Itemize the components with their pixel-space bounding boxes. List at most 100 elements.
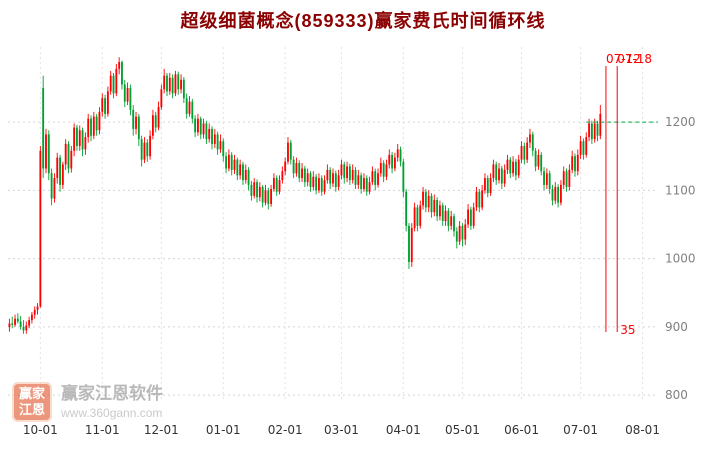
candle — [357, 169, 360, 189]
watermark: 赢家 江恩 赢家江恩软件 www.360gann.com — [12, 382, 163, 422]
x-tick-label: 01-01 — [206, 423, 241, 437]
candle — [264, 184, 267, 206]
x-tick-label: 07-01 — [563, 423, 598, 437]
candle — [78, 125, 81, 151]
candle — [481, 184, 484, 211]
x-tick-label: 11-01 — [85, 423, 120, 437]
candle — [506, 154, 509, 174]
x-tick-label: 02-01 — [268, 423, 303, 437]
candle — [177, 71, 180, 95]
candle — [413, 202, 416, 232]
candle — [36, 303, 39, 315]
candle — [486, 175, 489, 198]
candle — [250, 180, 253, 201]
candle — [469, 206, 472, 230]
candle — [135, 111, 137, 135]
candle — [50, 168, 53, 206]
y-tick-label: 900 — [665, 320, 688, 334]
candle — [391, 152, 394, 174]
candle — [185, 93, 188, 119]
candle — [98, 107, 101, 135]
candle — [73, 123, 76, 157]
candle — [444, 205, 447, 226]
candle — [219, 134, 222, 153]
candle — [436, 197, 439, 222]
candle — [312, 171, 315, 191]
candle — [28, 316, 31, 329]
candle — [416, 204, 419, 232]
candle — [194, 115, 197, 138]
candle — [514, 158, 517, 181]
candle — [197, 113, 199, 136]
candle — [329, 167, 332, 189]
candle — [101, 93, 104, 117]
candle — [16, 313, 19, 324]
candle — [45, 128, 47, 174]
candle — [343, 161, 346, 184]
candle — [348, 163, 351, 185]
candle — [126, 82, 129, 106]
candle — [512, 156, 515, 177]
x-tick-label: 04-01 — [386, 423, 421, 437]
candle — [520, 141, 523, 164]
candle — [81, 127, 84, 157]
candle — [90, 115, 92, 142]
candle — [402, 158, 405, 198]
candle — [199, 116, 202, 140]
candle — [166, 72, 168, 97]
candle — [267, 187, 270, 210]
candle — [340, 159, 343, 180]
candle — [151, 109, 154, 140]
candle — [408, 223, 410, 269]
candle — [14, 314, 16, 327]
candle — [484, 173, 486, 194]
candle — [272, 173, 275, 192]
candle — [239, 159, 242, 180]
y-axis-labels: 1200 1100 1000 900 800 — [665, 115, 696, 402]
candle — [478, 189, 481, 213]
candle — [422, 186, 424, 210]
fib-line-date-label: 07-18 — [617, 52, 652, 66]
candle — [441, 202, 444, 226]
x-axis-labels: 10-01 11-01 12-01 01-01 02-01 03-01 04-01 05-01… — [23, 423, 660, 437]
candle — [143, 137, 146, 164]
candle — [576, 149, 579, 176]
candle — [261, 184, 264, 208]
candle — [11, 316, 14, 329]
candle — [374, 168, 377, 191]
candle — [64, 139, 67, 170]
candle — [385, 159, 388, 181]
candle — [247, 167, 250, 191]
candle — [492, 159, 495, 183]
candle — [87, 113, 90, 143]
candle — [188, 96, 191, 117]
candle — [593, 118, 596, 143]
candle — [323, 175, 326, 195]
candle — [106, 86, 109, 117]
y-tick-label: 1200 — [665, 115, 696, 129]
candle — [351, 164, 354, 184]
candle — [534, 148, 537, 172]
candle — [565, 168, 568, 192]
candle — [531, 131, 534, 157]
candle — [318, 173, 320, 194]
candle — [529, 128, 531, 149]
candle — [320, 175, 323, 196]
candle — [574, 153, 576, 177]
candle — [25, 321, 28, 334]
candle — [377, 168, 379, 188]
candle — [149, 130, 152, 160]
candle — [287, 137, 289, 165]
candle — [582, 138, 585, 160]
candle — [410, 223, 413, 267]
candle — [242, 161, 244, 185]
candle — [427, 190, 430, 213]
candle — [306, 168, 309, 187]
candle — [275, 175, 278, 196]
candle — [76, 124, 78, 151]
candle — [112, 72, 115, 99]
candle — [222, 138, 225, 162]
candle — [388, 149, 391, 169]
